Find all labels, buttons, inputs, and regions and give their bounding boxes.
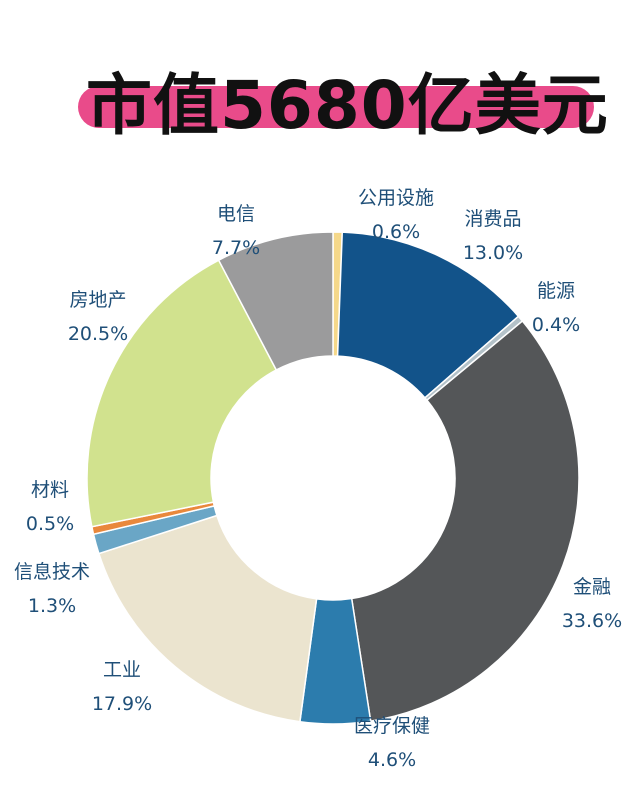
title-banner: 市值5680亿美元 xyxy=(0,0,644,150)
title-highlight-bar xyxy=(78,86,594,128)
slice-name-label: 能源 xyxy=(537,280,575,302)
slice-value-label: 1.3% xyxy=(28,595,76,617)
slice-value-label: 0.4% xyxy=(532,314,580,336)
slice-name-label: 材料 xyxy=(31,479,69,501)
slice-name-label: 消费品 xyxy=(464,208,521,230)
slice-labels: 公用设施 0.6% 消费品 13.0% 能源 0.4% 金融 33.6% 医疗保健 4.6% 工业 1… xyxy=(14,187,622,771)
slice-name-label: 信息技术 xyxy=(14,561,90,583)
slice-value-label: 20.5% xyxy=(68,323,128,345)
slice-value-label: 33.6% xyxy=(562,610,622,632)
slice-value-label: 17.9% xyxy=(92,693,152,715)
slice-value-label: 0.6% xyxy=(372,221,420,243)
slice-value-label: 0.5% xyxy=(26,513,74,535)
slice-金融 xyxy=(350,319,580,722)
slice-消费品 xyxy=(336,231,520,399)
slice-工业 xyxy=(97,514,318,723)
donut-slices xyxy=(86,231,580,725)
slice-value-label: 13.0% xyxy=(463,242,523,264)
slice-name-label: 电信 xyxy=(217,203,255,225)
slice-value-label: 7.7% xyxy=(212,237,260,259)
chart-title: 市值5680亿美元 xyxy=(86,67,609,144)
slice-name-label: 金融 xyxy=(573,576,611,598)
slice-value-label: 4.6% xyxy=(368,749,416,771)
slice-房地产 xyxy=(86,259,278,528)
slice-name-label: 医疗保健 xyxy=(354,715,430,737)
slice-name-label: 工业 xyxy=(103,659,141,681)
slice-电信 xyxy=(217,231,334,371)
slice-name-label: 房地产 xyxy=(69,289,126,311)
slice-name-label: 公用设施 xyxy=(358,187,434,209)
